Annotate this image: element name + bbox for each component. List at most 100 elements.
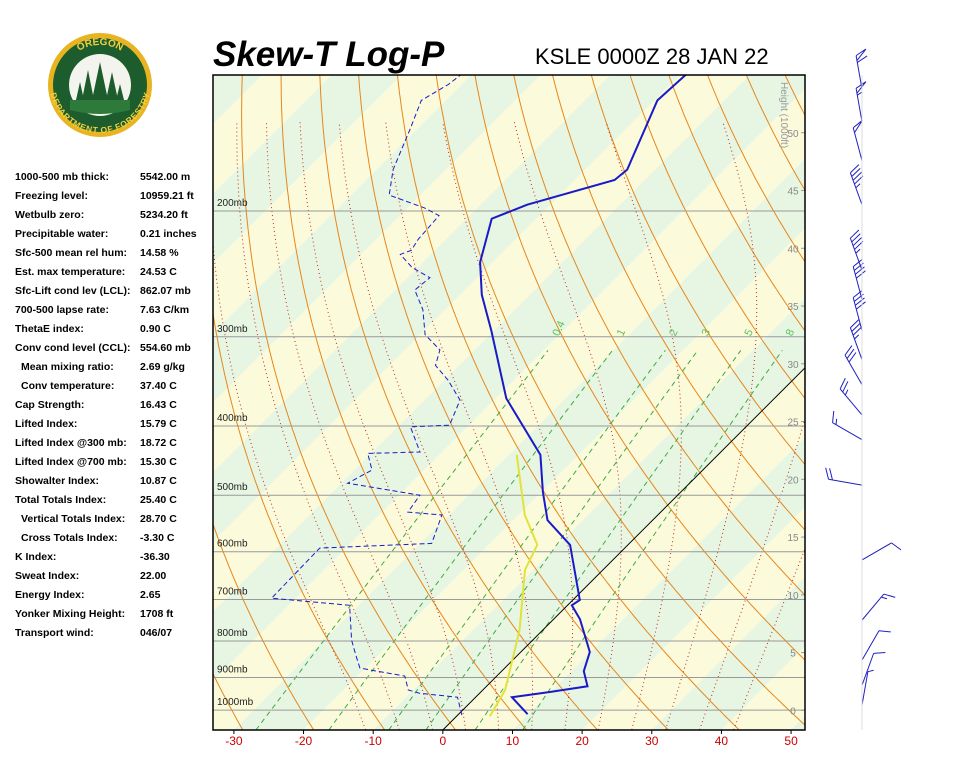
y2-tick-label: 10: [787, 591, 799, 602]
stat-value: 2.65: [140, 589, 161, 601]
plot-background: [213, 75, 960, 730]
dry-adiabat: [552, 75, 805, 531]
stat-value: 10.87 C: [140, 475, 177, 487]
wind-barb: [852, 258, 866, 300]
y-tick-label: 1000mb: [217, 697, 254, 708]
stat-label: Mean mixing ratio:: [21, 361, 114, 373]
plot-foreground: 0.4 1 2 3 5 81000mb900mb800mb700mb600mb500mb4…: [217, 48, 902, 748]
dry-adiabat: [474, 75, 805, 661]
stat-value: 22.00: [140, 570, 166, 582]
stat-label: Lifted Index @700 mb:: [15, 456, 127, 468]
dry-adiabat: [590, 75, 805, 466]
mixing-ratio-line: [425, 350, 699, 730]
stat-label: Yonker Mixing Height:: [15, 608, 125, 620]
mixing-ratio-label: 5: [742, 327, 755, 338]
dry-adiabat: [629, 75, 805, 400]
stat-label: Showalter Index:: [15, 475, 99, 487]
wind-barb: [852, 119, 863, 161]
mixing-ratio-line: [522, 350, 783, 730]
logo: OREGON DEPARTMENT OF FORESTRY: [48, 33, 152, 137]
plot-frame: [212, 74, 806, 731]
stat-label: Sweat Index:: [15, 570, 79, 582]
profile-line: [489, 454, 539, 717]
dry-adiabat: [824, 75, 960, 730]
y2-tick-label: 20: [787, 475, 799, 486]
stat-value: 10959.21 ft: [140, 190, 194, 202]
mixing-ratio-label: 0.4: [550, 319, 567, 338]
wind-barb: [839, 378, 863, 416]
wind-barb: [825, 467, 863, 486]
stat-value: -3.30 C: [140, 532, 175, 544]
dry-adiabat: [280, 75, 527, 730]
dry-adiabat: [513, 75, 805, 596]
stat-value: 2.69 g/kg: [140, 361, 185, 373]
mixing-ratio-line: [474, 350, 742, 730]
stat-label: Precipitable water:: [15, 228, 108, 240]
isotherm-band: [213, 75, 402, 264]
stat-label: ThetaE index:: [15, 323, 84, 335]
stat-value: 862.07 mb: [140, 285, 191, 297]
mixing-ratio-label: 1: [615, 327, 628, 338]
wind-barb: [855, 48, 868, 90]
y2-tick-label: 40: [787, 244, 799, 255]
y-tick-label: 200mb: [217, 198, 248, 209]
mixing-ratio-label: 8: [784, 327, 797, 338]
stat-value: 0.90 C: [140, 323, 171, 335]
wind-barb: [844, 345, 863, 385]
stat-value: 37.40 C: [140, 380, 177, 392]
wind-barb: [849, 229, 864, 271]
stat-label: Lifted Index:: [15, 418, 77, 430]
dry-adiabat: [241, 75, 456, 730]
dry-adiabat: [901, 75, 960, 730]
stat-label: Freezing level:: [15, 190, 88, 202]
mixing-ratio-label: 3: [700, 327, 713, 338]
chart-subtitle: KSLE 0000Z 28 JAN 22: [535, 44, 769, 69]
x-tick-label: 20: [575, 734, 589, 748]
isotherm-band: [373, 298, 805, 730]
dry-adiabat: [358, 75, 669, 730]
mixing-ratio-line: [328, 349, 613, 730]
isotherm-band: [651, 576, 805, 730]
wind-barb: [855, 81, 867, 122]
wind-barb: [852, 289, 866, 331]
y2-tick-label: 30: [787, 360, 799, 371]
mixing-ratio-line: [255, 349, 549, 730]
y2-axis-label: Height (1000ft): [778, 82, 789, 148]
stat-value: 5234.20 ft: [140, 209, 188, 221]
stat-label: Cap Strength:: [15, 399, 84, 411]
stat-value: 046/07: [140, 627, 172, 639]
dry-adiabat: [213, 522, 315, 730]
y-tick-label: 900mb: [217, 664, 248, 675]
y2-tick-label: 0: [790, 706, 796, 717]
isotherm-band: [233, 158, 805, 730]
isotherm-band: [721, 646, 805, 730]
moist-adiabat: [513, 121, 622, 730]
stat-label: 1000-500 mb thick:: [15, 171, 109, 183]
stat-label: Conv cond level (CCL):: [15, 342, 131, 354]
y-tick-label: 600mb: [217, 539, 248, 550]
y2-tick-label: 45: [787, 187, 799, 198]
wind-barb: [861, 593, 896, 621]
profile-line: [270, 75, 463, 716]
wind-barb: [861, 630, 891, 661]
moist-adiabat: [299, 121, 466, 730]
mixing-ratio-line: [388, 350, 666, 730]
stat-label: Cross Totals Index:: [21, 532, 118, 544]
logo-text: OREGON: [75, 37, 125, 54]
stat-label: 700-500 lapse rate:: [15, 304, 109, 316]
stat-value: 1708 ft: [140, 608, 174, 620]
moist-adiabat: [699, 417, 805, 730]
chart-title: Skew-T Log-P: [213, 35, 445, 74]
y2-tick-label: 5: [790, 649, 796, 660]
moist-adiabat: [338, 121, 500, 730]
y-tick-label: 500mb: [217, 482, 248, 493]
stat-label: Energy Index:: [15, 589, 84, 601]
dry-adiabat: [435, 75, 805, 726]
stat-label: Vertical Totals Index:: [21, 513, 125, 525]
dry-adiabat: [863, 75, 960, 730]
stat-value: 18.72 C: [140, 437, 177, 449]
stat-value: 16.43 C: [140, 399, 177, 411]
wind-barb: [832, 410, 863, 441]
stat-value: 5542.00 m: [140, 171, 190, 183]
